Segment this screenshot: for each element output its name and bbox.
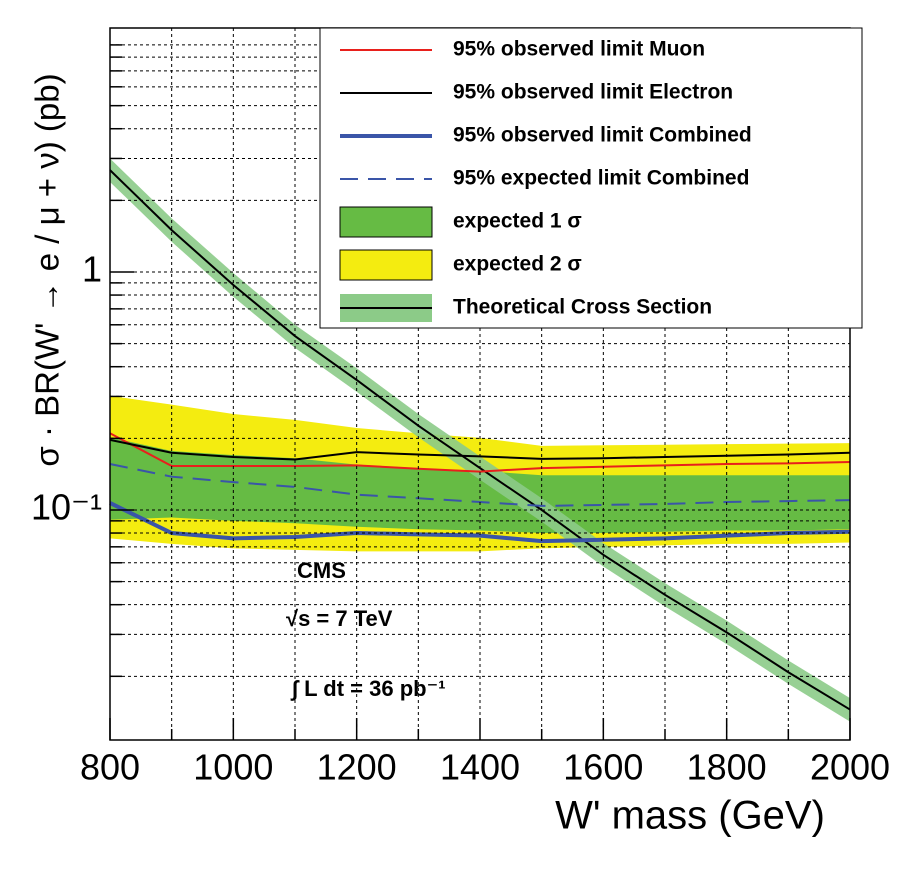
legend-swatch — [339, 206, 433, 238]
legend-label: 95% expected limit Combined — [453, 167, 749, 190]
legend-label: 95% observed limit Combined — [453, 124, 752, 147]
legend-label: 95% observed limit Muon — [453, 38, 705, 61]
y-tick-label: 1 — [82, 249, 102, 290]
legend-label: expected 1 σ — [453, 210, 582, 233]
x-tick-label: 1800 — [687, 747, 767, 788]
x-axis-label: W' mass (GeV) — [555, 794, 825, 838]
x-tick-label: 1400 — [440, 747, 520, 788]
legend-label: expected 2 σ — [453, 253, 582, 276]
y-axis-label: σ · BR(W' → e / μ + ν) (pb) — [29, 73, 66, 466]
legend-swatch — [339, 249, 433, 281]
legend: 95% observed limit Muon 95% observed limi… — [319, 27, 863, 329]
annotation: √s = 7 TeV — [286, 606, 393, 631]
x-tick-label: 800 — [80, 747, 140, 788]
annotation: ∫ L dt = 36 pb⁻¹ — [290, 676, 446, 701]
y-tick-label: 10⁻¹ — [31, 486, 102, 527]
annotation: CMS — [297, 558, 346, 583]
x-tick-label: 2000 — [810, 747, 890, 788]
x-tick-label: 1000 — [193, 747, 273, 788]
x-tick-label: 1600 — [563, 747, 643, 788]
legend-label: Theoretical Cross Section — [453, 296, 712, 319]
x-tick-label: 1200 — [317, 747, 397, 788]
legend-label: 95% observed limit Electron — [453, 81, 733, 104]
